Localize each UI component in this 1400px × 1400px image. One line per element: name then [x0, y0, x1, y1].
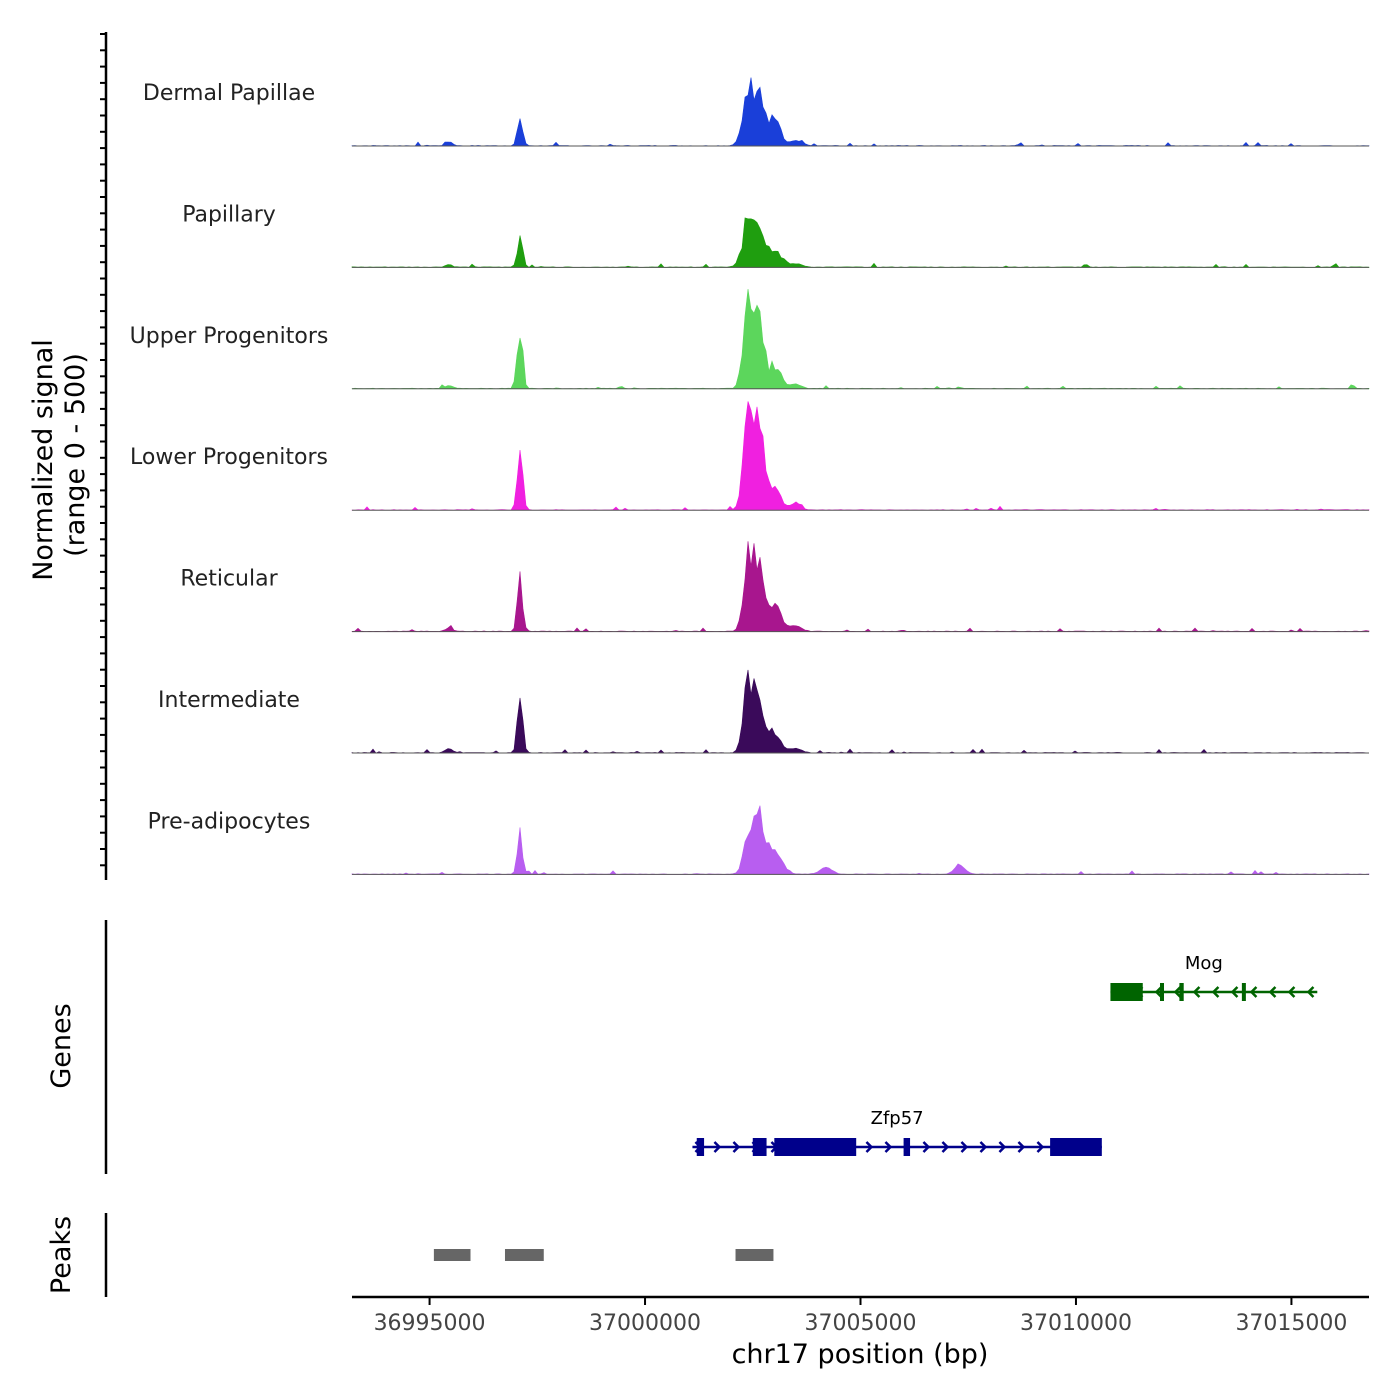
strand-arrow [960, 1141, 969, 1153]
strand-arrow [865, 1141, 874, 1153]
gene-model: Mog [1110, 953, 1318, 1001]
x-tick-label: 37000000 [589, 1311, 701, 1336]
coverage-signal-area [351, 217, 1370, 268]
strand-arrow [1230, 986, 1239, 998]
gene-exon [903, 1138, 911, 1156]
gene-exon [1050, 1138, 1102, 1156]
x-axis-label: chr17 position (bp) [732, 1339, 989, 1370]
strand-arrow [1017, 1141, 1026, 1153]
track-label: Dermal Papillae [143, 81, 315, 106]
coverage-track: Pre-adipocytes [148, 805, 1370, 875]
x-tick-label: 37005000 [805, 1311, 917, 1336]
peak-region [433, 1249, 471, 1261]
gene-exon [1241, 983, 1246, 1001]
coverage-y-axis-label-line2: (range 0 - 500) [60, 353, 91, 557]
strand-arrow [1268, 986, 1277, 998]
gene-label: Zfp57 [871, 1108, 924, 1129]
strand-arrow [732, 1141, 741, 1153]
strand-arrow [713, 1141, 722, 1153]
track-label: Lower Progenitors [130, 445, 328, 470]
gene-exon [774, 1138, 857, 1156]
coverage-signal-area [351, 805, 1370, 875]
strand-arrow [998, 1141, 1007, 1153]
strand-arrow [1211, 986, 1220, 998]
coverage-track: Papillary [182, 202, 1370, 268]
genes-panel-label: Genes [46, 1003, 77, 1088]
peak-regions [433, 1249, 774, 1261]
x-tick-label: 37015000 [1235, 1311, 1347, 1336]
peak-region [735, 1249, 774, 1261]
strand-arrow [922, 1141, 931, 1153]
x-tick-label: 37010000 [1020, 1311, 1132, 1336]
gene-exon [1179, 983, 1184, 1001]
coverage-y-axis-label-line1: Normalized signal [28, 339, 59, 581]
coverage-track: Upper Progenitors [130, 289, 1370, 390]
coverage-track: Dermal Papillae [143, 77, 1370, 147]
strand-arrow [1036, 1141, 1045, 1153]
strand-arrow [1287, 986, 1296, 998]
track-label: Upper Progenitors [130, 324, 329, 349]
gene-exon [1159, 983, 1164, 1001]
strand-arrow [1306, 986, 1315, 998]
strand-arrow [1249, 986, 1258, 998]
track-label: Papillary [182, 202, 276, 227]
coverage-signal-area [351, 77, 1370, 147]
track-label: Reticular [180, 567, 278, 592]
strand-arrow [884, 1141, 893, 1153]
gene-label: Mog [1185, 953, 1223, 974]
x-tick-label: 36995000 [374, 1311, 486, 1336]
peaks-panel-label: Peaks [46, 1216, 77, 1294]
coverage-track: Intermediate [158, 669, 1370, 754]
coverage-track: Lower Progenitors [130, 401, 1370, 511]
strand-arrow [1192, 986, 1201, 998]
x-axis-ticks: 36995000 37000000 37005000 37010000 37015000 [374, 1297, 1347, 1336]
coverage-signal-area [351, 669, 1370, 754]
coverage-signal-area [351, 541, 1370, 632]
strand-arrow [1154, 986, 1163, 998]
coverage-y-axis [100, 32, 108, 880]
coverage-signal-area [351, 289, 1370, 390]
gene-model: Zfp57 [692, 1108, 1102, 1156]
coverage-signal-area [351, 401, 1370, 511]
strand-arrow [1173, 986, 1182, 998]
track-label: Intermediate [158, 688, 300, 713]
strand-arrow [941, 1141, 950, 1153]
coverage-tracks: Dermal Papillae Papillary Upper Progenitor… [130, 77, 1370, 875]
coverage-track: Reticular [180, 541, 1370, 633]
gene-exon [752, 1138, 767, 1156]
peak-region [504, 1249, 544, 1261]
strand-arrow [979, 1141, 988, 1153]
track-label: Pre-adipocytes [148, 809, 311, 834]
gene-exon [696, 1138, 705, 1156]
gene-exon [1110, 983, 1143, 1001]
gene-models: Mog Zfp57 [692, 953, 1318, 1156]
